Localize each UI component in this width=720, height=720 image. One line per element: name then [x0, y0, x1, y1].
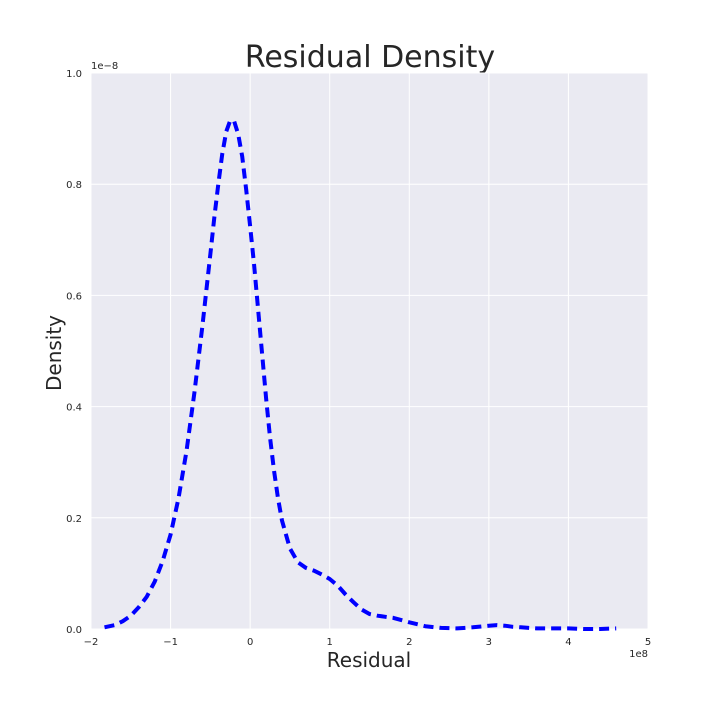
x-tick-label: 2	[406, 637, 412, 648]
x-axis-label: Residual	[327, 648, 411, 672]
y-tick-label: 0.6	[66, 291, 82, 302]
x-tick-label: 0	[247, 637, 253, 648]
x-tick-label: −1	[163, 637, 178, 648]
y-offset-label: 1e−8	[91, 61, 118, 72]
y-tick-label: 0.4	[66, 403, 82, 414]
y-tick-label: 0.0	[66, 625, 82, 636]
x-tick-labels: −2 −1 0 1 2 3 4 5	[84, 637, 652, 648]
x-tick-label: 5	[645, 637, 651, 648]
y-tick-label: 1.0	[66, 69, 82, 80]
y-tick-label: 0.2	[66, 514, 82, 525]
y-axis-label: Density	[42, 315, 66, 391]
x-tick-label: 1	[327, 637, 333, 648]
chart-title: Residual Density	[245, 40, 495, 75]
y-tick-labels: 0.0 0.2 0.4 0.6 0.8 1.0	[66, 69, 82, 636]
plot-area	[91, 73, 648, 629]
y-tick-label: 0.8	[66, 180, 82, 191]
x-tick-label: 4	[565, 637, 571, 648]
x-tick-label: 3	[486, 637, 492, 648]
density-curve-line	[104, 118, 617, 631]
series-layer	[104, 118, 617, 631]
x-offset-label: 1e8	[629, 649, 648, 660]
grid-lines	[90, 72, 649, 630]
x-tick-label: −2	[84, 637, 99, 648]
